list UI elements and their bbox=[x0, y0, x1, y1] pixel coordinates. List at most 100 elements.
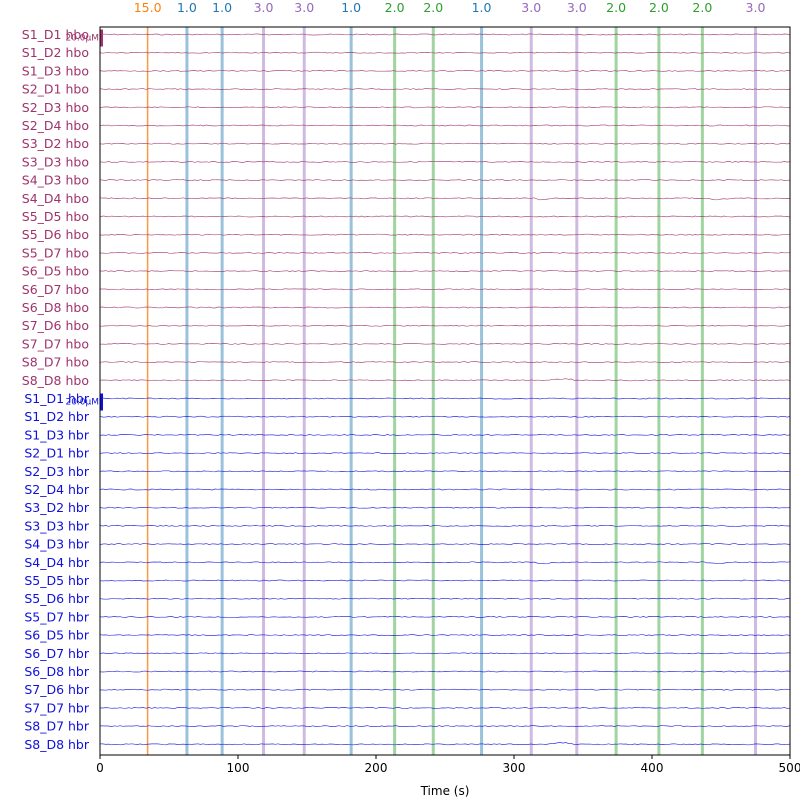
trace-s5_d7-hbr bbox=[99, 616, 791, 618]
annotation-layer: 15.0 1.0 1.0 3.0 3.0 1.0 2.0 2.0 1.0 3.0 3.0 2.0 2.0… bbox=[134, 0, 766, 755]
trace-s7_d6-hbr bbox=[99, 688, 791, 691]
channel-label: S2_D3 hbr bbox=[24, 464, 90, 479]
channel-label: S6_D8 hbo bbox=[22, 300, 89, 315]
trace-s1_d1-hbo bbox=[99, 33, 791, 36]
trace-s5_d5-hbr bbox=[99, 579, 790, 582]
annotation-label: 2.0 bbox=[385, 0, 405, 15]
trace-s1_d3-hbr bbox=[99, 434, 791, 436]
x-tick-label: 300 bbox=[503, 761, 526, 775]
trace-s4_d4-hbr bbox=[99, 561, 791, 565]
channel-label: S8_D8 hbr bbox=[24, 737, 90, 752]
trace-s6_d8-hbr bbox=[99, 670, 791, 673]
channel-label: S6_D5 hbr bbox=[24, 628, 90, 643]
annotation-label: 2.0 bbox=[606, 0, 626, 15]
channel-label: S5_D7 hbr bbox=[24, 609, 90, 624]
channel-label: S5_D6 hbr bbox=[24, 591, 90, 606]
trace-s8_d8-hbo bbox=[99, 378, 791, 382]
trace-s5_d5-hbo bbox=[99, 215, 791, 218]
trace-s1_d2-hbo bbox=[99, 51, 791, 54]
scale-bar-layer: 20.0µM 20.0µM bbox=[65, 29, 103, 411]
channel-label: S2_D1 hbo bbox=[22, 82, 89, 97]
annotation-label: 3.0 bbox=[521, 0, 541, 15]
scale-bar-label: 20.0µM bbox=[65, 34, 99, 44]
trace-s3_d3-hbr bbox=[99, 525, 791, 527]
trace-s1_d1-hbr bbox=[99, 397, 791, 400]
annotation-label: 2.0 bbox=[692, 0, 712, 15]
trace-s5_d6-hbr bbox=[99, 597, 791, 600]
annotation-label: 3.0 bbox=[254, 0, 274, 15]
trace-s2_d1-hbr bbox=[99, 452, 790, 454]
channel-label: S1_D3 hbr bbox=[24, 427, 90, 442]
annotation-label: 2.0 bbox=[649, 0, 669, 15]
annotation-label: 3.0 bbox=[294, 0, 314, 15]
channel-label: S4_D4 hbr bbox=[24, 555, 90, 570]
trace-s6_d7-hbr bbox=[99, 652, 790, 655]
trace-s5_d6-hbo bbox=[99, 233, 791, 236]
x-tick-label: 100 bbox=[227, 761, 250, 775]
channel-labels-layer: S1_D1 hbo S1_D2 hbo S1_D3 hbo S2_D1 hbo S2_D… bbox=[22, 27, 90, 752]
channel-label: S6_D8 hbr bbox=[24, 664, 90, 679]
trace-s4_d3-hbr bbox=[99, 543, 791, 545]
trace-s2_d1-hbo bbox=[99, 88, 791, 90]
trace-s6_d5-hbr bbox=[99, 634, 791, 636]
trace-s5_d7-hbo bbox=[99, 252, 791, 254]
trace-s6_d5-hbo bbox=[99, 270, 791, 272]
channel-label: S3_D3 hbo bbox=[22, 154, 89, 169]
x-ticks-layer: 0 100 200 300 400 500 bbox=[96, 755, 800, 775]
channel-label: S5_D6 hbo bbox=[22, 227, 89, 242]
channel-label: S1_D2 hbo bbox=[22, 45, 89, 60]
annotation-label: 2.0 bbox=[423, 0, 443, 15]
channel-label: S1_D1 hbr bbox=[24, 391, 90, 406]
annotation-label: 15.0 bbox=[134, 0, 162, 15]
channel-label: S7_D6 hbr bbox=[24, 682, 90, 697]
channel-label: S7_D7 hbo bbox=[22, 336, 89, 351]
scale-bar-label: 20.0µM bbox=[65, 398, 99, 408]
trace-s3_d2-hbo bbox=[99, 142, 791, 145]
trace-s2_d4-hbr bbox=[99, 488, 791, 491]
channel-label: S3_D2 hbo bbox=[22, 136, 89, 151]
channel-label: S8_D7 hbr bbox=[24, 719, 90, 734]
trace-s4_d3-hbo bbox=[99, 179, 791, 181]
channel-label: S3_D2 hbr bbox=[24, 500, 90, 515]
trace-s4_d4-hbo bbox=[99, 197, 791, 201]
annotation-label: 1.0 bbox=[212, 0, 232, 15]
channel-label: S4_D3 hbo bbox=[22, 173, 89, 188]
trace-s8_d7-hbr bbox=[100, 725, 791, 727]
trace-s7_d7-hbr bbox=[99, 707, 791, 709]
trace-s6_d8-hbo bbox=[99, 306, 791, 309]
trace-s1_d2-hbr bbox=[99, 415, 791, 418]
channel-label: S6_D5 hbo bbox=[22, 264, 89, 279]
trace-s8_d8-hbr bbox=[100, 742, 791, 746]
x-tick-label: 400 bbox=[641, 761, 664, 775]
x-axis-label: Time (s) bbox=[420, 784, 470, 798]
channel-label: S8_D7 hbo bbox=[22, 355, 89, 370]
x-tick-label: 200 bbox=[365, 761, 388, 775]
annotation-label: 3.0 bbox=[746, 0, 766, 15]
annotation-label: 1.0 bbox=[341, 0, 361, 15]
channel-label: S2_D3 hbo bbox=[22, 100, 89, 115]
axis-layer bbox=[99, 26, 791, 756]
annotation-label: 1.0 bbox=[177, 0, 197, 15]
traces-layer bbox=[99, 33, 791, 746]
channel-label: S1_D2 hbr bbox=[24, 409, 90, 424]
channel-label: S7_D7 hbr bbox=[24, 700, 90, 715]
channel-label: S5_D5 hbr bbox=[24, 573, 90, 588]
trace-s8_d7-hbo bbox=[99, 361, 791, 363]
trace-s2_d4-hbo bbox=[99, 124, 790, 127]
x-tick-label: 0 bbox=[96, 761, 104, 775]
annotation-label: 3.0 bbox=[567, 0, 587, 15]
trace-s3_d2-hbr bbox=[99, 506, 791, 509]
channel-label: S4_D3 hbr bbox=[24, 537, 90, 552]
channel-label: S5_D7 hbo bbox=[22, 245, 89, 260]
trace-s6_d7-hbo bbox=[100, 288, 791, 291]
trace-s1_d3-hbo bbox=[99, 70, 791, 72]
plot-frame bbox=[99, 26, 791, 756]
trace-s2_d3-hbr bbox=[99, 470, 791, 473]
channel-label: S2_D1 hbr bbox=[24, 446, 90, 461]
annotation-label: 1.0 bbox=[472, 0, 492, 15]
channel-label: S5_D5 hbo bbox=[22, 209, 89, 224]
channel-label: S6_D7 hbr bbox=[24, 646, 90, 661]
x-tick-label: 500 bbox=[779, 761, 800, 775]
channel-label: S6_D7 hbo bbox=[22, 282, 89, 297]
